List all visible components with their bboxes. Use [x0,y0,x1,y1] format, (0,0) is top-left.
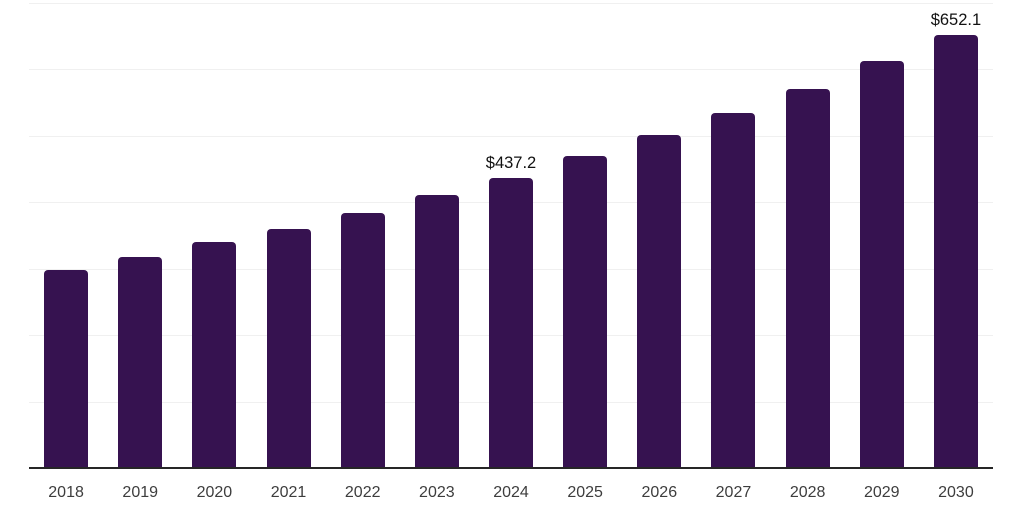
bar-2028 [785,88,830,467]
gridline [29,135,993,137]
x-tick-label-2024: 2024 [493,484,529,501]
bar-value-label-2024: $437.2 [485,153,537,172]
bar-2030 [933,34,978,467]
x-tick-label-2019: 2019 [122,484,159,501]
x-tick-label-2029: 2029 [863,484,900,501]
bar-2023 [414,194,459,467]
x-tick-label-2026: 2026 [641,484,678,501]
x-tick-label-2020: 2020 [196,484,233,501]
bar-2022 [340,212,385,467]
x-tick-label-2018: 2018 [48,484,84,501]
bar-2021 [266,228,311,467]
bar-2020 [192,242,237,467]
bar-value-label-2030: $652.1 [930,10,982,29]
x-axis-line [29,467,993,469]
x-tick-label-2030: 2030 [938,484,974,501]
x-tick-label-2021: 2021 [270,484,307,501]
bar-2027 [711,113,756,467]
x-tick-label-2022: 2022 [344,484,381,501]
bar-2018 [44,270,89,467]
bar-2019 [118,257,163,467]
x-tick-label-2027: 2027 [715,484,752,501]
bar-2025 [563,156,608,467]
x-tick-label-2023: 2023 [419,484,455,501]
x-tick-label-2028: 2028 [789,484,826,501]
x-tick-label-2025: 2025 [567,484,603,501]
gridline [29,3,993,4]
bar-2024 [489,177,533,467]
bar-2029 [859,60,904,467]
bar-2026 [637,135,682,467]
gridline [29,69,993,71]
